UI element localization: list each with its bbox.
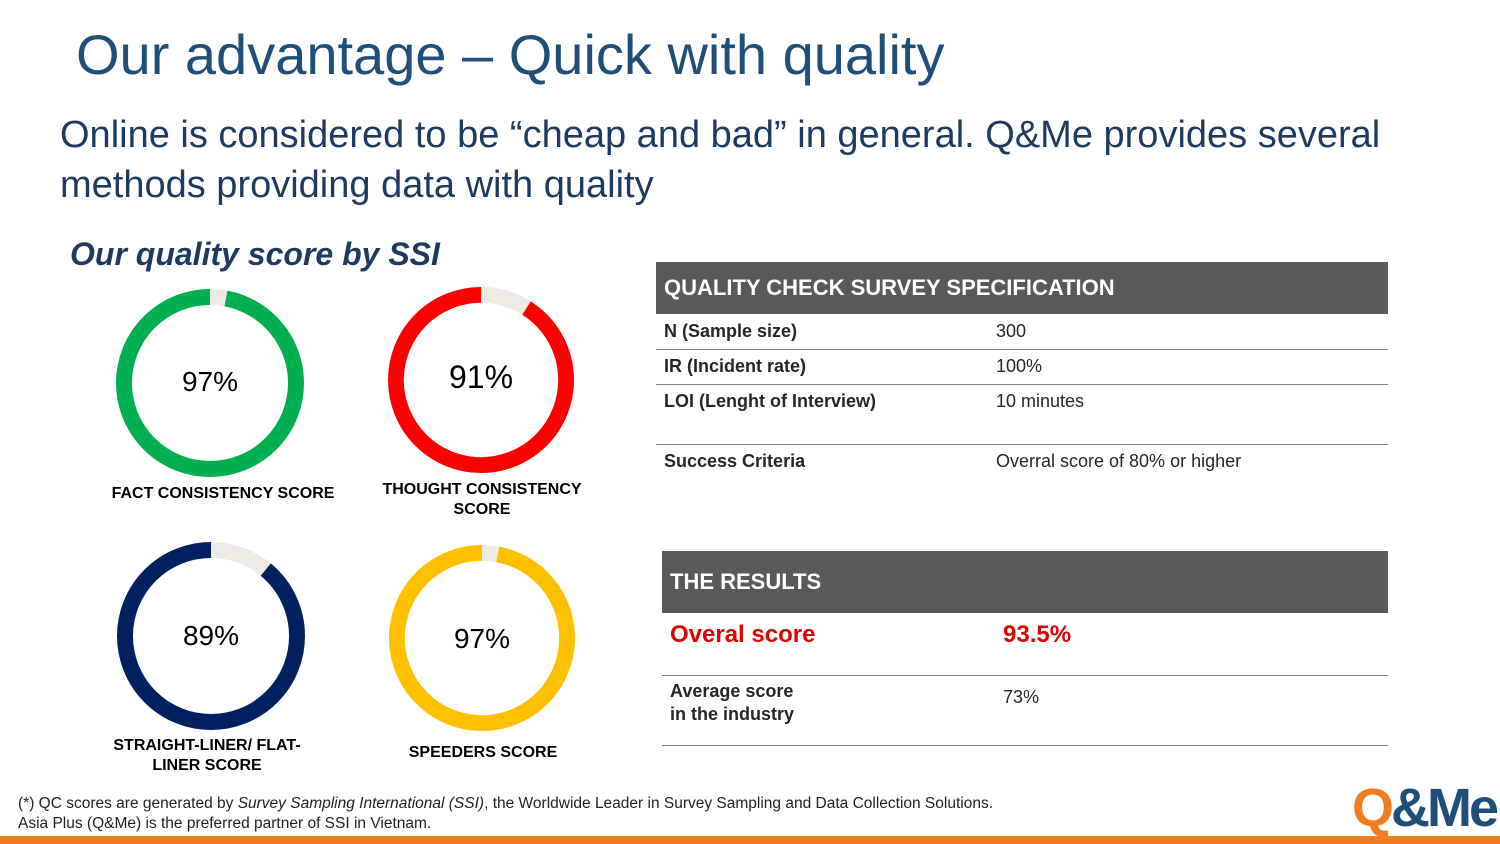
slide-subtitle: Online is considered to be “cheap and ba… bbox=[60, 114, 1381, 206]
spec-table-header: QUALITY CHECK SURVEY SPECIFICATION bbox=[656, 262, 1388, 314]
footnote: (*) QC scores are generated by Survey Sa… bbox=[18, 794, 1018, 834]
results-table-header: THE RESULTS bbox=[662, 551, 1388, 613]
footnote-ssi: Survey Sampling International (SSI) bbox=[237, 795, 485, 812]
average-score-label-line2: in the industry bbox=[670, 704, 795, 724]
average-score-label-line1: Average score bbox=[670, 681, 794, 701]
spec-table: QUALITY CHECK SURVEY SPECIFICATION N (Sa… bbox=[656, 262, 1388, 485]
bottom-accent-bar bbox=[0, 836, 1500, 844]
average-score-value: 73% bbox=[1003, 687, 1040, 707]
remainder-slice-1 bbox=[387, 286, 575, 474]
table-row: Success Criteria Overral score of 80% or… bbox=[656, 445, 1388, 485]
donut-title-straight-liner: STRAIGHT-LINER/ FLAT-LINER SCORE bbox=[113, 737, 301, 774]
donut-value-label: 89% bbox=[182, 620, 240, 651]
footnote-suffix: , the Worldwide Leader in Survey Samplin… bbox=[18, 795, 994, 832]
logo-text: Q&Me bbox=[1352, 778, 1498, 836]
average-score-label: Average score in the industry bbox=[670, 680, 794, 726]
remainder-slice-3 bbox=[388, 544, 576, 732]
row-value: Overral score of 80% or higher bbox=[996, 451, 1242, 471]
donut-chart-speeders: 97% bbox=[388, 544, 576, 732]
row-key: LOI (Lenght of Interview) bbox=[664, 391, 876, 411]
donut-value-label: 97% bbox=[181, 366, 239, 397]
table-row: IR (Incident rate) 100% bbox=[656, 350, 1388, 385]
donut-chart-straight-liner: 89% bbox=[116, 541, 306, 731]
logo-q: Q bbox=[1352, 778, 1392, 836]
donut-svg bbox=[387, 286, 575, 474]
row-key: N (Sample size) bbox=[664, 321, 798, 341]
row-key: IR (Incident rate) bbox=[664, 356, 807, 376]
donut-value-label: 97% bbox=[453, 623, 511, 654]
donut-svg bbox=[115, 288, 305, 478]
donut-title-fact-consistency: FACT CONSISTENCY SCORE bbox=[111, 485, 335, 502]
row-value: 10 minutes bbox=[996, 391, 1085, 411]
donut-chart-thought-consistency: 91% bbox=[387, 286, 575, 474]
row-value: 300 bbox=[996, 321, 1027, 341]
donut-title-thought-consistency: THOUGHT CONSISTENCY SCORE bbox=[382, 481, 582, 518]
donut-svg bbox=[116, 541, 306, 731]
donut-chart-fact-consistency: 97% bbox=[115, 288, 305, 478]
row-key: Success Criteria bbox=[664, 451, 806, 471]
remainder-slice-0 bbox=[115, 288, 305, 478]
table-row: Overal score 93.5% bbox=[662, 613, 1388, 676]
table-row: N (Sample size) 300 bbox=[656, 314, 1388, 350]
donut-value-label: 91% bbox=[448, 359, 514, 395]
donut-svg bbox=[388, 544, 576, 732]
logo-rest: &Me bbox=[1391, 778, 1498, 836]
donut-title-speeders: SPEEDERS SCORE bbox=[408, 744, 558, 761]
results-table: THE RESULTS Overal score 93.5% Average s… bbox=[662, 551, 1388, 746]
table-row: LOI (Lenght of Interview) 10 minutes bbox=[656, 385, 1388, 445]
footnote-prefix: (*) QC scores are generated by bbox=[18, 795, 238, 812]
overall-score-value: 93.5% bbox=[1003, 621, 1072, 648]
slide-title: Our advantage – Quick with quality bbox=[76, 23, 945, 86]
section-title: Our quality score by SSI bbox=[70, 236, 440, 272]
overall-score-label: Overal score bbox=[670, 621, 816, 648]
row-value: 100% bbox=[996, 356, 1043, 376]
table-row: Average score in the industry 73% bbox=[662, 676, 1388, 746]
remainder-slice-2 bbox=[116, 541, 306, 731]
qme-logo: Q&Me bbox=[1352, 778, 1500, 836]
